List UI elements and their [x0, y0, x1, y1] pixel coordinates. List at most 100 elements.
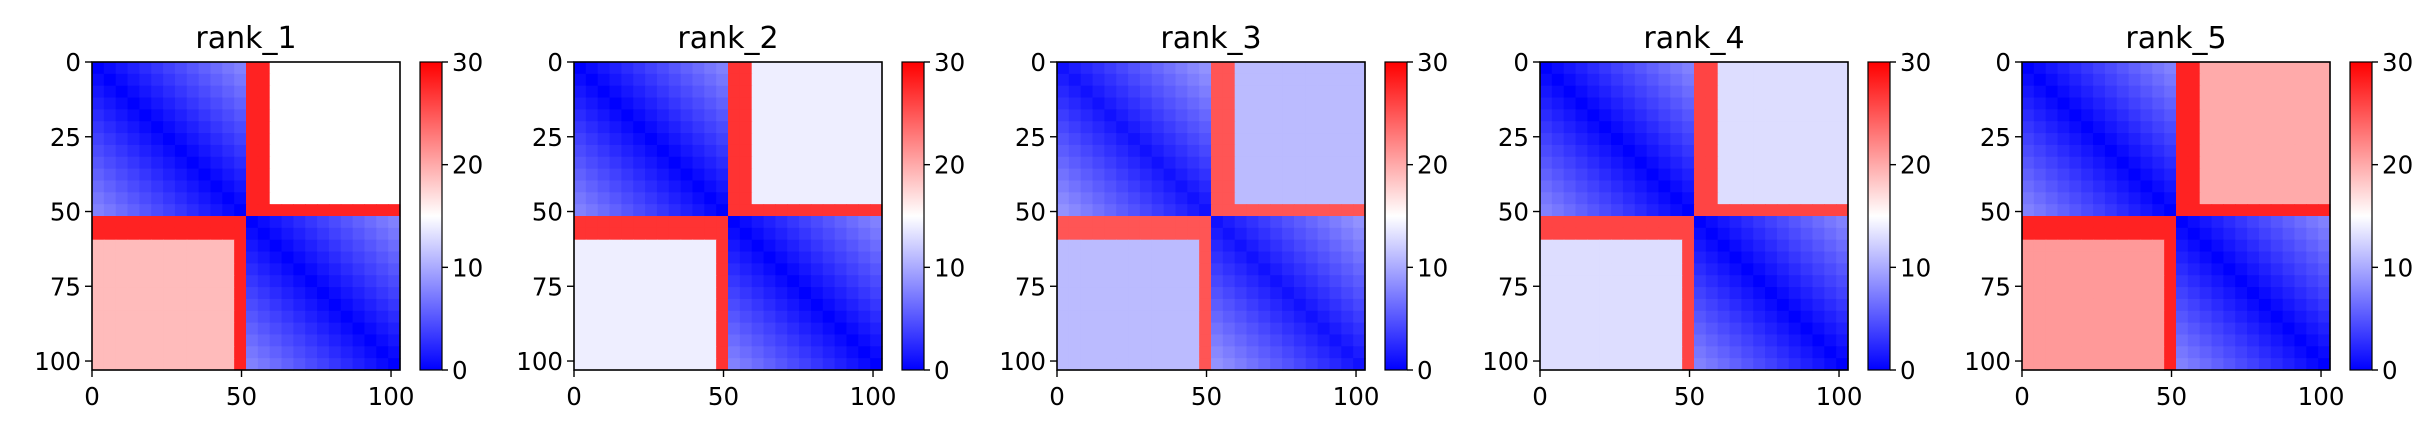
heatmap-cell: [668, 121, 682, 134]
heatmap-cell: [2057, 275, 2070, 288]
heatmap-cell: [846, 156, 859, 170]
heatmap-cell: [597, 97, 611, 110]
heatmap-cell: [1139, 62, 1153, 75]
heatmap-cell: [328, 334, 342, 347]
heatmap-cell: [799, 97, 812, 110]
heatmap-cell: [1634, 97, 1648, 110]
heatmap-cell: [2306, 346, 2319, 359]
heatmap-cell: [2116, 204, 2130, 217]
heatmap-cell: [2069, 216, 2082, 229]
heatmap-cell: [257, 121, 271, 134]
heatmap-cell: [1104, 121, 1117, 134]
heatmap-cell: [198, 275, 212, 288]
heatmap-cell: [1199, 239, 1212, 253]
heatmap-cell: [2164, 97, 2177, 110]
heatmap-cell: [656, 287, 670, 300]
heatmap-cell: [174, 322, 188, 336]
heatmap-cell: [2128, 310, 2142, 324]
heatmap-cell: [1222, 358, 1236, 371]
heatmap-cell: [2140, 109, 2153, 122]
heatmap-cell: [597, 109, 611, 122]
heatmap-cell: [257, 85, 271, 99]
heatmap-cell: [2211, 168, 2224, 182]
heatmap-cell: [810, 239, 824, 253]
heatmap-cell: [870, 97, 883, 110]
heatmap-cell: [810, 97, 824, 110]
heatmap-cell: [2045, 310, 2059, 324]
heatmap-cell: [1812, 168, 1825, 182]
heatmap-cell: [364, 121, 377, 134]
heatmap-cell: [704, 322, 717, 336]
heatmap-cell: [2081, 121, 2094, 134]
heatmap-cell: [388, 133, 401, 146]
heatmap-cell: [1741, 144, 1754, 158]
heatmap-cell: [1317, 322, 1331, 336]
heatmap-cell: [585, 298, 599, 312]
heatmap-cell: [1611, 204, 1624, 217]
heatmap-cell: [364, 109, 377, 122]
heatmap-cell: [633, 287, 646, 300]
heatmap-cell: [1139, 322, 1153, 336]
heatmap-cell: [585, 346, 599, 359]
heatmap-cell: [787, 133, 800, 146]
heatmap-cell: [1151, 310, 1165, 324]
heatmap-cell: [1258, 216, 1271, 229]
heatmap-cell: [2045, 133, 2059, 146]
heatmap-cell: [163, 62, 176, 75]
heatmap-cell: [1258, 73, 1271, 87]
heatmap-cell: [1599, 216, 1612, 229]
heatmap-cell: [234, 121, 247, 134]
heatmap-cell: [2270, 275, 2284, 288]
heatmap-cell: [151, 346, 164, 359]
heatmap-cell: [609, 346, 622, 359]
heatmap-cell: [645, 346, 658, 359]
heatmap-cell: [1765, 346, 1778, 359]
heatmap-cell: [1634, 227, 1648, 241]
heatmap-cell: [751, 239, 765, 253]
heatmap-cell: [1824, 263, 1837, 276]
heatmap-cell: [609, 358, 622, 371]
heatmap-cell: [1824, 310, 1837, 324]
heatmap-cell: [645, 73, 658, 87]
heatmap-cell: [2022, 310, 2035, 324]
heatmap-cell: [728, 73, 741, 87]
heatmap-cell: [2128, 168, 2142, 182]
heatmap-cell: [1622, 156, 1636, 170]
heatmap-cell: [751, 298, 765, 312]
heatmap-cell: [163, 334, 176, 347]
heatmap-cell: [222, 346, 235, 359]
heatmap-cell: [2270, 180, 2284, 193]
heatmap-cell: [2057, 310, 2070, 324]
heatmap-cell: [269, 287, 283, 300]
heatmap-cell: [1646, 227, 1660, 241]
heatmap-cell: [1258, 192, 1271, 205]
heatmap-cell: [1611, 109, 1624, 122]
heatmap-cell: [1329, 358, 1342, 371]
heatmap-cell: [1563, 73, 1577, 87]
heatmap-cell: [1682, 97, 1695, 110]
heatmap-cell: [656, 227, 670, 241]
heatmap-cell: [376, 275, 389, 288]
heatmap-cell: [1622, 287, 1636, 300]
heatmap-cell: [810, 275, 824, 288]
heatmap-cell: [139, 275, 152, 288]
heatmap-cell: [2187, 62, 2201, 75]
heatmap-cell: [1765, 310, 1778, 324]
heatmap-cell: [1139, 251, 1153, 264]
heatmap-cell: [1211, 358, 1224, 371]
heatmap-cell: [704, 251, 717, 264]
heatmap-cell: [822, 251, 836, 264]
heatmap-cell: [234, 97, 247, 110]
heatmap-cell: [728, 168, 741, 182]
heatmap-cell: [822, 322, 836, 336]
heatmap-cell: [2128, 251, 2142, 264]
heatmap-cell: [728, 97, 741, 110]
heatmap-cell: [1222, 346, 1236, 359]
heatmap-cell: [1741, 298, 1754, 312]
heatmap-cell: [1776, 144, 1790, 158]
heatmap-cell: [2164, 239, 2177, 253]
heatmap-cell: [1211, 133, 1224, 146]
y-tick-label: 75: [50, 272, 81, 301]
heatmap-cell: [2247, 216, 2260, 229]
heatmap-cell: [763, 204, 776, 217]
